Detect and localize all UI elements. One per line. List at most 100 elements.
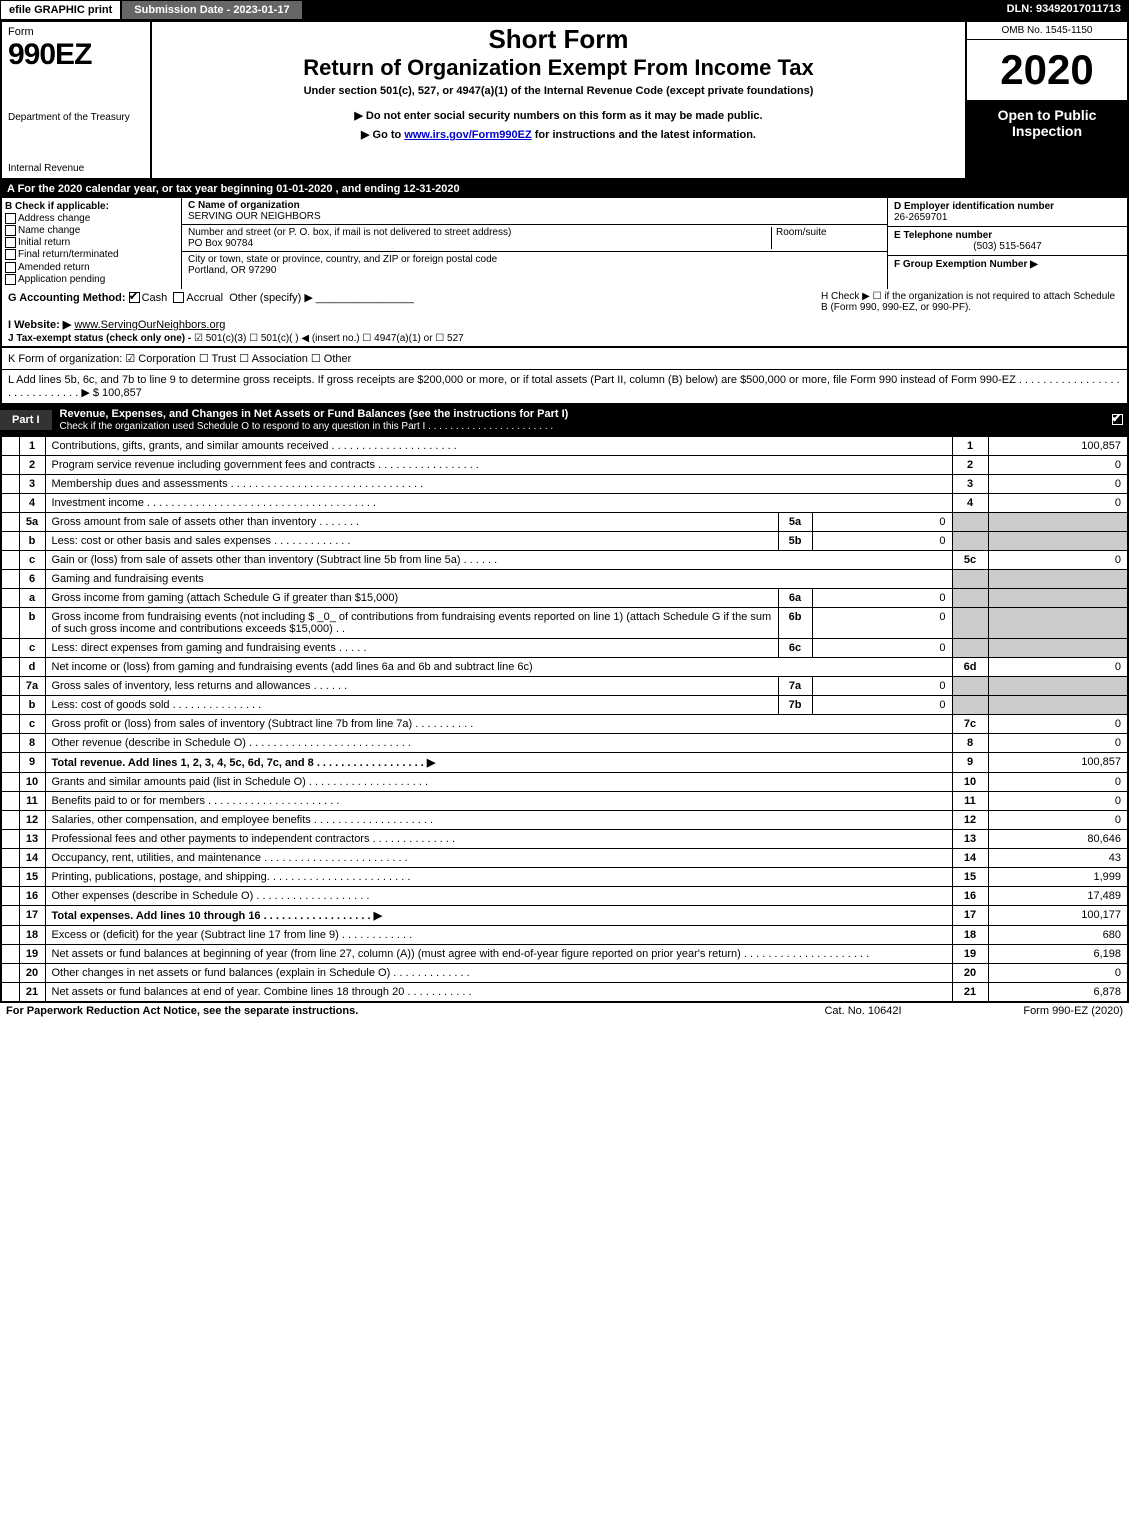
line-ref: 18 [952,925,988,944]
section-stub [1,607,19,638]
ck-amended[interactable]: Amended return [5,262,178,273]
line-ref: 10 [952,772,988,791]
ck-accrual[interactable] [173,292,184,303]
line-amount: 0 [988,474,1128,493]
line-description: Professional fees and other payments to … [45,829,952,848]
line-description: Program service revenue including govern… [45,455,952,474]
section-stub [1,531,19,550]
footer-mid: Cat. No. 10642I [763,1005,963,1017]
section-stub [1,493,19,512]
line-description: Gross income from gaming (attach Schedul… [45,588,778,607]
irs-link[interactable]: www.irs.gov/Form990EZ [404,129,531,141]
line-amount: 0 [988,791,1128,810]
ck-name-change[interactable]: Name change [5,225,178,236]
line-amount: 43 [988,848,1128,867]
table-row: 9Total revenue. Add lines 1, 2, 3, 4, 5c… [1,752,1128,772]
line-description: Gross profit or (loss) from sales of inv… [45,714,952,733]
dept-treasury: Department of the Treasury [8,112,144,123]
line-amount: 0 [988,714,1128,733]
section-stub [1,905,19,925]
section-stub [1,829,19,848]
line-ref: 8 [952,733,988,752]
line-description: Investment income . . . . . . . . . . . … [45,493,952,512]
i-label: I Website: ▶ [8,319,71,331]
city-val: Portland, OR 97290 [188,265,276,276]
subline-amount: 0 [812,512,952,531]
j-options: ☑ 501(c)(3) ☐ 501(c)( ) ◀ (insert no.) ☐… [194,333,464,344]
section-d-e-f: D Employer identification number 26-2659… [887,198,1127,289]
line-number: 15 [19,867,45,886]
line-number: 19 [19,944,45,963]
efile-label: efile GRAPHIC print [0,0,121,20]
ck-app-pending[interactable]: Application pending [5,274,178,285]
line-amt-shaded [988,607,1128,638]
table-row: dNet income or (loss) from gaming and fu… [1,657,1128,676]
line-ref: 12 [952,810,988,829]
line-description: Net assets or fund balances at end of ye… [45,982,952,1002]
line-amount: 1,999 [988,867,1128,886]
line-ref-shaded [952,569,988,588]
street-row: Number and street (or P. O. box, if mail… [182,225,887,252]
line-number: 12 [19,810,45,829]
g-line: G Accounting Method: Cash Accrual Other … [8,291,821,304]
g-label: G Accounting Method: [8,292,126,304]
room-label: Room/suite [776,227,827,238]
ein-val: 26-2659701 [894,212,1121,223]
line-description: Net income or (loss) from gaming and fun… [45,657,952,676]
k-line: K Form of organization: ☑ Corporation ☐ … [0,348,1129,370]
c-label: C Name of organization [188,200,300,211]
j-line: J Tax-exempt status (check only one) - ☑… [8,333,821,344]
line-number: c [19,714,45,733]
short-form-title: Short Form [158,24,959,55]
table-row: 8Other revenue (describe in Schedule O) … [1,733,1128,752]
table-row: 1Contributions, gifts, grants, and simil… [1,436,1128,455]
website-val[interactable]: www.ServingOurNeighbors.org [74,319,225,331]
line-ref: 11 [952,791,988,810]
section-stub [1,810,19,829]
ck-initial[interactable]: Initial return [5,237,178,248]
table-row: bGross income from fundraising events (n… [1,607,1128,638]
line-description: Membership dues and assessments . . . . … [45,474,952,493]
section-stub [1,752,19,772]
line-ref-shaded [952,638,988,657]
line-ref: 14 [952,848,988,867]
subline-ref: 6b [778,607,812,638]
ck-final[interactable]: Final return/terminated [5,249,178,260]
e-cell: E Telephone number (503) 515-5647 [888,227,1127,256]
footer: For Paperwork Reduction Act Notice, see … [0,1003,1129,1019]
return-title: Return of Organization Exempt From Incom… [158,55,959,81]
subline-amount: 0 [812,695,952,714]
city-row: City or town, state or province, country… [182,252,887,278]
line-number: a [19,588,45,607]
footer-right: Form 990-EZ (2020) [963,1005,1123,1017]
part1-check[interactable] [1107,414,1129,426]
gih-block: G Accounting Method: Cash Accrual Other … [0,289,1129,348]
line-ref: 3 [952,474,988,493]
line-description: Net assets or fund balances at beginning… [45,944,952,963]
ck-addr-change[interactable]: Address change [5,213,178,224]
line-number: 14 [19,848,45,867]
subline-ref: 6c [778,638,812,657]
section-stub [1,733,19,752]
part1-subtitle: Check if the organization used Schedule … [60,421,554,432]
line-ref-shaded [952,512,988,531]
line-a: A For the 2020 calendar year, or tax yea… [0,180,1129,198]
line-number: 2 [19,455,45,474]
line-amount: 6,878 [988,982,1128,1002]
line-number: 4 [19,493,45,512]
ck-cash[interactable] [129,292,140,303]
line-ref-shaded [952,695,988,714]
dln: DLN: 93492017011713 [999,0,1129,20]
line-number: b [19,695,45,714]
line-amt-shaded [988,588,1128,607]
section-stub [1,455,19,474]
line-number: 11 [19,791,45,810]
section-stub [1,714,19,733]
line-ref-shaded [952,588,988,607]
part1-header: Part I Revenue, Expenses, and Changes in… [0,404,1129,436]
line-number: 1 [19,436,45,455]
table-row: aGross income from gaming (attach Schedu… [1,588,1128,607]
line-number: 17 [19,905,45,925]
line-ref: 4 [952,493,988,512]
table-row: 11Benefits paid to or for members . . . … [1,791,1128,810]
